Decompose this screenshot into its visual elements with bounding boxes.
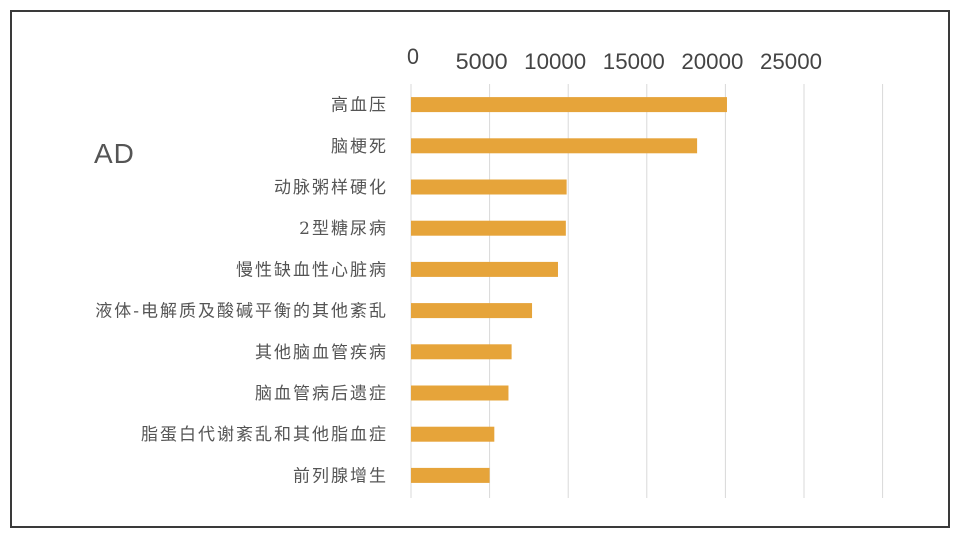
tick-label: 25000 — [760, 49, 822, 74]
category-label: 慢性缺血性心脏病 — [236, 259, 388, 280]
bar — [411, 303, 533, 319]
bar — [411, 261, 558, 277]
tick-label: 15000 — [603, 49, 665, 74]
category-label: 高血压 — [331, 96, 388, 116]
tick-label: 20000 — [681, 49, 743, 74]
series-label: AD — [94, 138, 135, 169]
bar — [411, 344, 512, 360]
bar — [411, 426, 495, 442]
tick-label: 5000 — [456, 49, 508, 74]
axis-ticks: 0 5000 10000 15000 20000 25000 — [407, 44, 822, 74]
tick-label: 0 — [407, 44, 419, 69]
bar — [411, 138, 698, 154]
bar — [411, 385, 509, 401]
category-label: 其他脑血管疾病 — [255, 343, 388, 363]
bar — [411, 179, 567, 195]
bars — [411, 97, 727, 483]
category-label: 脑血管病后遗症 — [255, 384, 388, 404]
category-label: 液体-电解质及酸碱平衡的其他紊乱 — [95, 302, 388, 322]
category-label: 脂蛋白代谢紊乱和其他脂血症 — [141, 425, 388, 445]
bar — [411, 467, 490, 483]
category-label: 2型糖尿病 — [299, 219, 388, 239]
category-label: 脑梗死 — [331, 137, 388, 157]
category-label: 动脉粥样硬化 — [274, 178, 388, 198]
category-label: 前列腺增生 — [293, 466, 388, 486]
tick-label: 10000 — [524, 49, 586, 74]
bar — [411, 97, 727, 113]
bar — [411, 220, 566, 236]
